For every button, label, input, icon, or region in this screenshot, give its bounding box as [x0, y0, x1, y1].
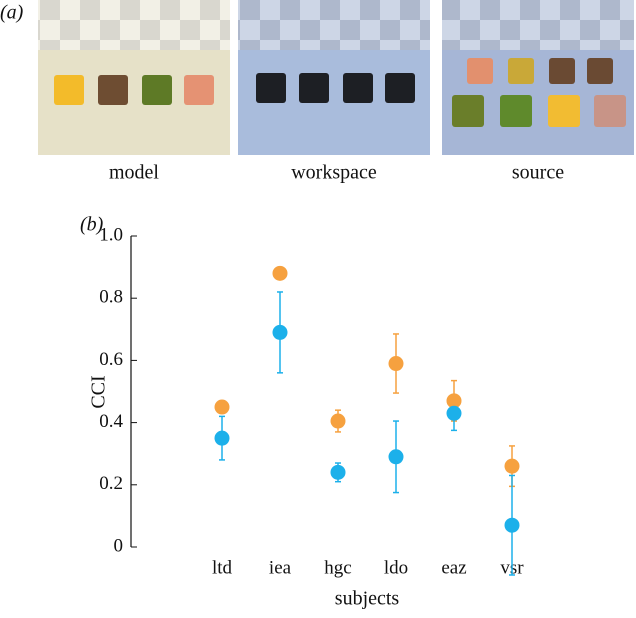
panel-label: (b) [80, 214, 104, 236]
point [446, 393, 462, 409]
y-axis-label: CCI [88, 375, 110, 408]
point [272, 324, 288, 340]
caption: workspace [291, 162, 377, 184]
point [504, 517, 520, 533]
x-tick-label: iea [269, 557, 292, 578]
caption: source [512, 162, 564, 184]
point [330, 413, 346, 429]
point [214, 399, 230, 415]
x-tick-label: ldo [384, 557, 408, 578]
point [388, 356, 404, 372]
source-image [442, 0, 634, 155]
y-tick-label: 0.8 [99, 287, 123, 308]
x-axis-label: subjects [335, 588, 400, 610]
x-tick-label: hgc [324, 557, 351, 578]
point [330, 464, 346, 480]
x-tick-label: ltd [212, 557, 233, 578]
point [214, 430, 230, 446]
point [446, 405, 462, 421]
y-tick-label: 0.2 [99, 473, 123, 494]
point [504, 458, 520, 474]
workspace-image [238, 0, 430, 155]
x-tick-label: eaz [441, 557, 466, 578]
y-tick-label: 0.6 [99, 349, 123, 370]
panel-label: (a) [0, 2, 24, 24]
model-image [38, 0, 230, 155]
point [388, 449, 404, 465]
point [272, 265, 288, 281]
y-tick-label: 1.0 [99, 224, 123, 245]
caption: model [109, 162, 159, 184]
y-tick-label: 0 [114, 535, 124, 556]
y-tick-label: 0.4 [99, 411, 123, 432]
